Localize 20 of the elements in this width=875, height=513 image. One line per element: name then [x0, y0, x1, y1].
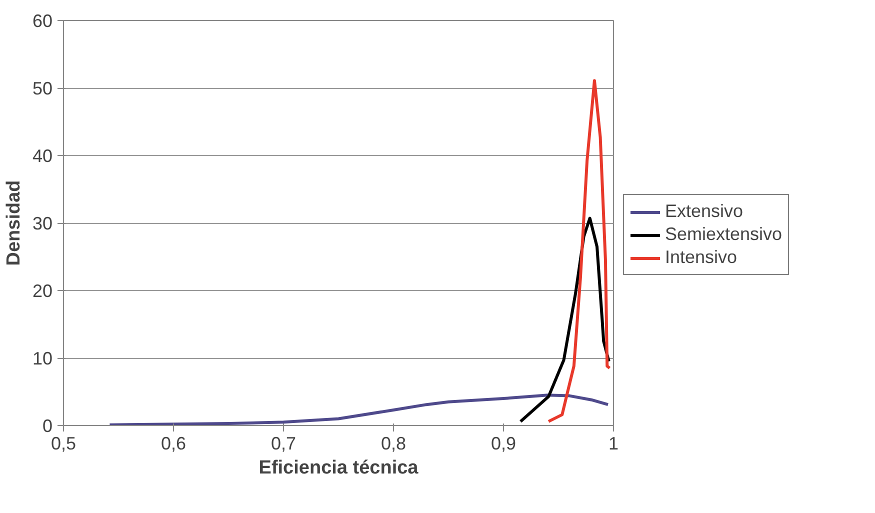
x-tick-label: 0,8	[380, 434, 406, 454]
y-tick-label: 60	[32, 11, 53, 31]
legend-label: Semiextensivo	[665, 224, 782, 245]
y-tick-label: 50	[32, 78, 53, 98]
line-series	[108, 394, 610, 426]
y-tick-label: 40	[32, 146, 53, 166]
x-tick-label: 1	[608, 434, 619, 454]
legend-label: Intensivo	[665, 247, 738, 268]
line-series	[547, 79, 612, 423]
y-axis-title: Densidad	[3, 180, 24, 266]
x-tick-label: 0,6	[160, 434, 186, 454]
x-tick-label: 0,9	[490, 434, 516, 454]
y-tick-label: 20	[32, 281, 53, 301]
x-tick-label: 0,7	[270, 434, 296, 454]
y-tick-label: 30	[32, 214, 53, 234]
y-tick-label: 10	[32, 348, 53, 368]
y-tick-label: 0	[42, 416, 53, 436]
legend-label: Extensivo	[665, 201, 744, 222]
x-tick-label: 0,5	[50, 434, 76, 454]
x-axis-title: Eficiencia técnica	[258, 458, 419, 478]
